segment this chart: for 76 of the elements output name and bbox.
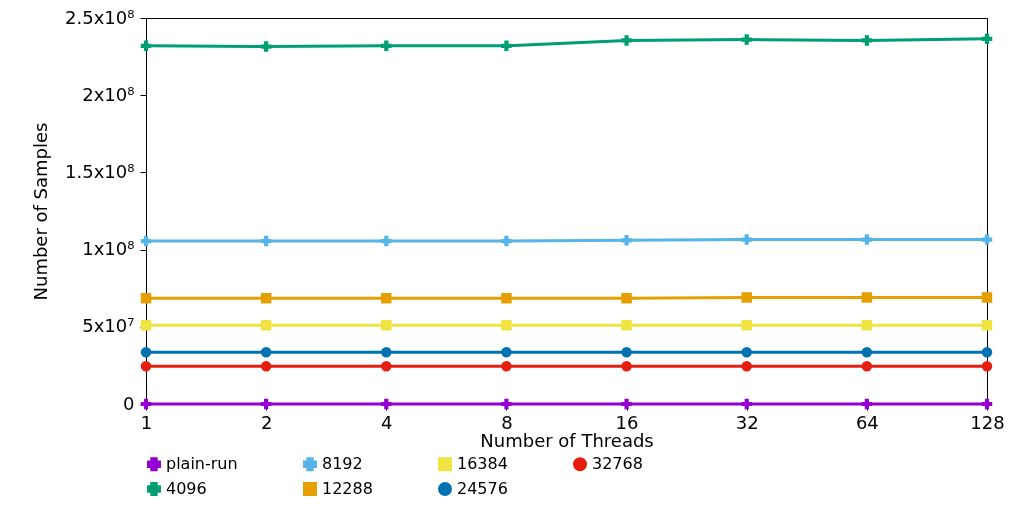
point bbox=[140, 360, 152, 372]
legend-label: 8192 bbox=[322, 454, 363, 474]
point bbox=[741, 347, 752, 358]
point bbox=[621, 292, 632, 304]
point bbox=[981, 398, 993, 410]
point bbox=[981, 33, 993, 45]
point bbox=[981, 347, 993, 358]
point bbox=[861, 347, 873, 358]
point bbox=[140, 235, 152, 247]
point bbox=[260, 41, 272, 52]
y-tick-label: 2.5x10⁸ bbox=[65, 6, 135, 28]
point bbox=[381, 320, 392, 331]
point bbox=[741, 360, 752, 372]
y-tick-label: 1.5x10⁸ bbox=[65, 160, 135, 182]
legend-label: 32768 bbox=[592, 454, 643, 474]
point bbox=[741, 320, 752, 331]
x-tick-label: 4 bbox=[381, 411, 393, 433]
point bbox=[861, 320, 873, 331]
point bbox=[140, 398, 152, 410]
point bbox=[140, 320, 152, 331]
point bbox=[981, 320, 993, 331]
legend-label: 16384 bbox=[457, 454, 508, 474]
point bbox=[501, 292, 512, 304]
point bbox=[140, 347, 152, 358]
y-tick-label: 1x10⁸ bbox=[82, 238, 135, 260]
point bbox=[981, 360, 993, 372]
point bbox=[861, 398, 873, 410]
point bbox=[621, 398, 632, 410]
y-tick-label: 5x10⁷ bbox=[82, 315, 135, 337]
point bbox=[260, 320, 272, 331]
point bbox=[260, 347, 272, 358]
point bbox=[501, 320, 512, 331]
x-tick-label: 64 bbox=[855, 411, 879, 433]
point bbox=[621, 235, 632, 246]
point bbox=[260, 292, 272, 304]
point bbox=[981, 234, 993, 245]
point bbox=[741, 34, 752, 45]
x-tick-label: 32 bbox=[735, 411, 759, 433]
x-tick-label: 128 bbox=[970, 411, 1005, 433]
point bbox=[140, 292, 152, 304]
point bbox=[621, 320, 632, 331]
legend-label: plain-run bbox=[166, 454, 238, 474]
legend-label: 12288 bbox=[322, 479, 373, 498]
point bbox=[501, 347, 512, 358]
point bbox=[260, 235, 272, 247]
point bbox=[621, 347, 632, 358]
point bbox=[381, 292, 392, 304]
point bbox=[741, 398, 752, 410]
y-tick-label: 0 bbox=[123, 392, 135, 414]
point bbox=[501, 235, 512, 247]
point bbox=[381, 40, 392, 52]
point bbox=[501, 398, 512, 410]
point bbox=[381, 347, 392, 358]
point bbox=[260, 360, 272, 372]
point bbox=[861, 360, 873, 372]
point bbox=[861, 234, 873, 245]
point bbox=[501, 40, 512, 52]
legend-label: 24576 bbox=[457, 479, 508, 498]
point bbox=[741, 292, 752, 303]
legend-label: 4096 bbox=[166, 479, 207, 498]
point bbox=[381, 398, 392, 410]
point bbox=[140, 40, 152, 52]
point bbox=[861, 35, 873, 46]
y-axis-title: Number of Samples bbox=[30, 122, 52, 301]
x-tick-label: 1 bbox=[140, 411, 153, 433]
point bbox=[861, 292, 873, 303]
point bbox=[381, 235, 392, 247]
point bbox=[260, 398, 272, 410]
point bbox=[381, 360, 392, 372]
x-tick-label: 2 bbox=[260, 411, 273, 433]
point bbox=[981, 292, 993, 303]
point bbox=[741, 234, 752, 245]
point bbox=[621, 35, 632, 46]
point bbox=[621, 360, 632, 372]
y-tick-label: 2x10⁸ bbox=[82, 83, 135, 105]
point bbox=[501, 360, 512, 372]
